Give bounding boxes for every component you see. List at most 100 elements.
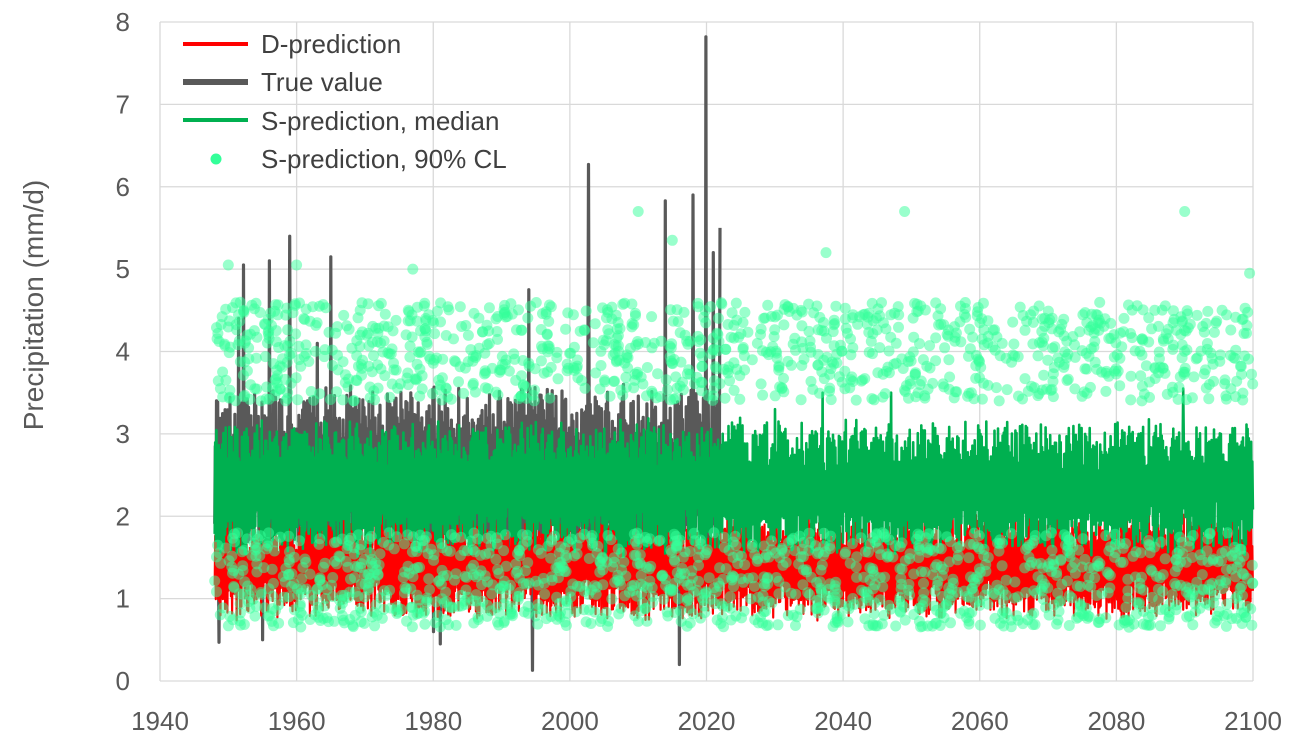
cl-point <box>867 618 879 630</box>
cl-point <box>819 546 831 558</box>
cl-point <box>328 615 340 627</box>
cl-point <box>532 618 544 630</box>
cl-point <box>554 611 566 623</box>
cl-point <box>635 605 647 617</box>
cl-point <box>915 375 927 387</box>
cl-point <box>477 326 489 338</box>
cl-point <box>859 546 871 558</box>
cl-point <box>1238 328 1250 339</box>
plot-area <box>209 35 1259 672</box>
cl-point <box>223 347 235 359</box>
cl-point <box>782 610 794 621</box>
cl-point <box>723 361 735 373</box>
cl-point <box>589 318 601 330</box>
cl-point <box>337 597 348 609</box>
cl-point <box>693 559 704 571</box>
cl-point <box>384 391 396 403</box>
cl-point <box>976 333 988 345</box>
cl-point <box>812 359 824 371</box>
y-tick-label: 8 <box>116 7 130 37</box>
cl-point <box>768 331 780 343</box>
cl-point <box>371 564 383 576</box>
cl-point <box>864 562 876 574</box>
cl-point <box>1217 583 1229 595</box>
cl-point <box>309 345 321 357</box>
cl-point <box>602 530 614 541</box>
cl-point <box>580 579 592 591</box>
cl-point <box>715 297 727 309</box>
cl-point <box>840 546 852 558</box>
cl-point <box>919 304 931 316</box>
cl-point <box>631 527 643 539</box>
cl-point <box>483 302 495 314</box>
cl-point <box>710 363 722 375</box>
cl-point <box>1042 354 1054 366</box>
cl-point <box>498 304 510 316</box>
cl-point <box>1014 301 1026 313</box>
cl-point <box>328 537 340 549</box>
cl-point <box>857 309 869 321</box>
cl-point <box>1046 323 1058 335</box>
cl-point <box>732 549 744 561</box>
cl-point <box>274 531 286 543</box>
cl-point <box>1131 300 1143 312</box>
cl-point <box>1059 346 1071 358</box>
cl-point <box>404 340 416 352</box>
cl-point <box>635 570 647 582</box>
cl-point <box>296 573 308 585</box>
cl-point <box>1203 599 1215 611</box>
cl-point <box>565 591 577 603</box>
cl-point <box>232 339 244 351</box>
cl-point <box>874 594 886 606</box>
cl-point <box>1027 619 1039 631</box>
cl-point <box>1104 570 1116 581</box>
cl-point <box>871 528 883 540</box>
cl-point <box>698 311 710 323</box>
y-tick-label: 6 <box>116 172 130 202</box>
cl-point <box>852 318 864 330</box>
cl-point <box>312 601 324 613</box>
legend-swatch-s-cl <box>210 153 222 165</box>
cl-point <box>355 616 367 628</box>
cl-point <box>535 355 547 367</box>
cl-point <box>1110 337 1122 349</box>
cl-point <box>1085 321 1097 333</box>
cl-point <box>300 583 312 595</box>
cl-point <box>1036 313 1048 325</box>
cl-point <box>1202 556 1214 568</box>
cl-point <box>387 325 399 337</box>
cl-point <box>1045 384 1057 396</box>
cl-point <box>606 313 618 325</box>
cl-point <box>1007 316 1019 328</box>
cl-point <box>424 584 435 596</box>
cl-point <box>683 594 695 605</box>
cl-point <box>271 385 283 397</box>
cl-point <box>758 578 770 590</box>
cl-point <box>571 354 583 366</box>
cl-point <box>839 365 851 377</box>
cl-point <box>546 534 558 546</box>
cl-point <box>510 374 522 386</box>
cl-point <box>499 529 511 541</box>
cl-point <box>1230 311 1242 323</box>
x-tick-label: 2040 <box>814 706 872 736</box>
cl-point <box>1076 561 1088 573</box>
y-tick-label: 3 <box>116 419 130 449</box>
cl-point <box>304 315 316 327</box>
cl-point <box>947 573 959 585</box>
cl-point <box>1064 551 1076 563</box>
cl-point <box>730 610 742 622</box>
cl-point <box>1191 309 1203 321</box>
x-tick-label: 2060 <box>951 706 1009 736</box>
cl-point <box>783 537 794 549</box>
cl-point <box>595 360 607 371</box>
cl-point <box>1009 592 1020 604</box>
cl-point <box>893 309 905 321</box>
cl-point <box>1234 556 1246 568</box>
cl-point <box>235 619 246 631</box>
cl-point <box>1167 305 1179 317</box>
cl-point <box>960 311 972 323</box>
x-tick-labels: 1940 1960 1980 2000 2020 2040 2060 2080 2100 <box>131 706 1282 736</box>
cl-point <box>1180 394 1192 406</box>
